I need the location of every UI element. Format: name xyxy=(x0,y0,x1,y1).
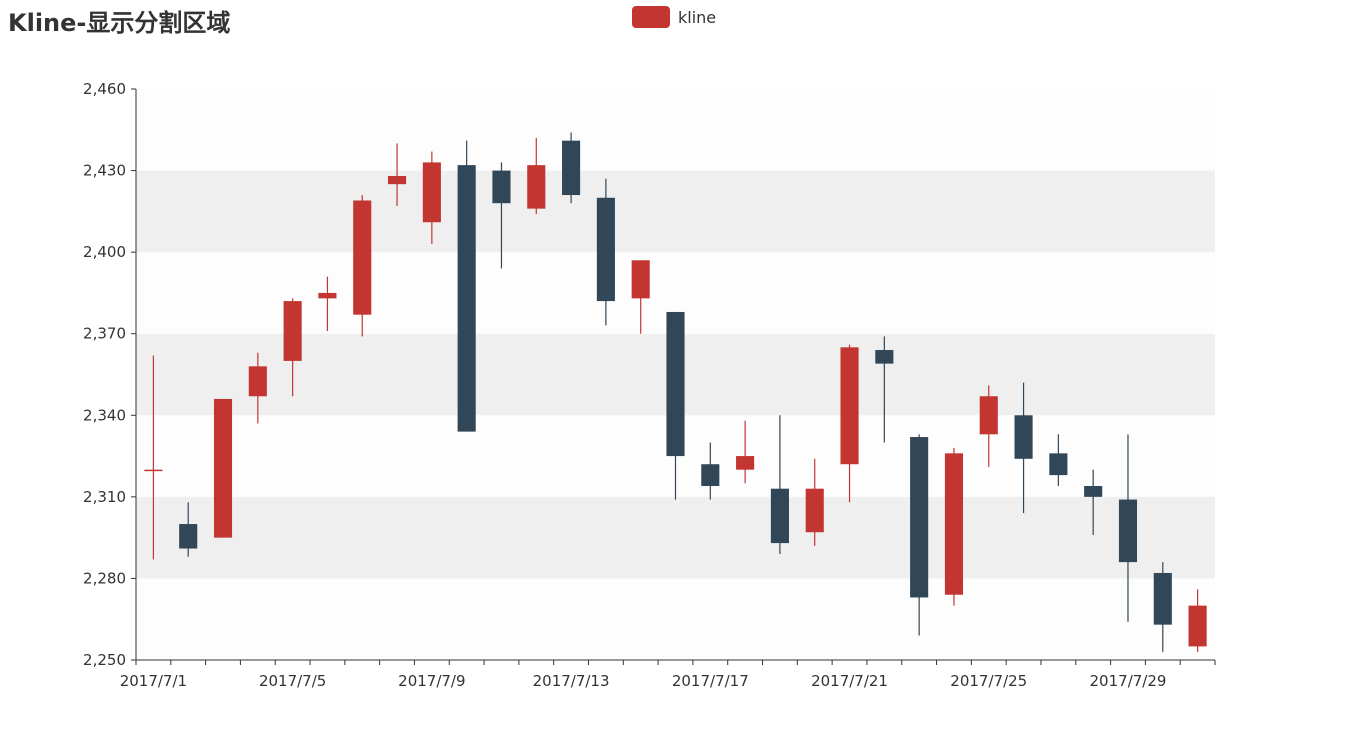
candle xyxy=(248,352,267,424)
candle-body xyxy=(283,301,302,361)
candle xyxy=(1188,589,1207,652)
candle xyxy=(910,434,929,636)
candle-body xyxy=(248,366,267,397)
candle xyxy=(457,140,476,432)
candle xyxy=(1118,434,1138,622)
y-tick-label: 2,340 xyxy=(83,406,126,424)
candle-body xyxy=(910,437,929,598)
candle-body xyxy=(492,170,511,204)
candle xyxy=(527,137,546,215)
candle xyxy=(666,311,685,500)
x-tick-label: 2017/7/5 xyxy=(259,672,326,690)
candle-body xyxy=(805,488,824,533)
candle xyxy=(213,398,233,538)
candle-body xyxy=(318,292,337,299)
candle xyxy=(318,276,337,331)
candle xyxy=(283,298,302,397)
axes: 2,250 2,280 2,310 2,340 2,370 2,400 2,430 2,460… xyxy=(83,80,1216,690)
candle xyxy=(1153,562,1172,652)
y-tick-label: 2,280 xyxy=(83,569,126,587)
split-area-band xyxy=(136,578,1215,660)
candle-body xyxy=(1153,572,1172,625)
x-tick-label: 2017/7/29 xyxy=(1090,672,1167,690)
candle-body xyxy=(1118,499,1138,563)
candle xyxy=(1084,469,1103,535)
x-tick-label: 2017/7/25 xyxy=(950,672,1027,690)
candle-body xyxy=(875,350,894,364)
candle xyxy=(944,447,964,606)
candle-body xyxy=(562,140,581,196)
candle-body xyxy=(1014,415,1033,459)
x-tick-label: 2017/7/1 xyxy=(120,672,187,690)
x-tick-label: 2017/7/21 xyxy=(811,672,888,690)
y-tick-label: 2,370 xyxy=(83,325,126,343)
candle xyxy=(179,502,198,557)
legend[interactable]: kline xyxy=(632,6,716,28)
candle-body xyxy=(1049,453,1068,476)
candle xyxy=(979,385,998,467)
candle xyxy=(144,355,163,560)
candle xyxy=(562,132,581,204)
split-area-band xyxy=(136,89,1215,171)
candle-body xyxy=(666,311,685,457)
candle xyxy=(492,162,511,269)
split-area-band xyxy=(136,496,1215,579)
y-tick-label: 2,250 xyxy=(83,651,126,669)
legend-swatch xyxy=(632,6,670,28)
candle xyxy=(770,415,789,554)
candle-body xyxy=(840,347,859,465)
candle-body xyxy=(213,398,233,538)
x-tick-label: 2017/7/9 xyxy=(398,672,465,690)
legend-label: kline xyxy=(678,7,717,27)
candle xyxy=(422,151,441,244)
candle xyxy=(596,178,615,326)
x-tick-label: 2017/7/17 xyxy=(672,672,749,690)
candle xyxy=(840,344,859,503)
candle-body xyxy=(979,396,998,435)
candle-body xyxy=(701,464,720,486)
candle xyxy=(387,143,407,206)
y-tick-label: 2,460 xyxy=(83,80,126,98)
candle-body xyxy=(179,524,198,549)
y-tick-label: 2,430 xyxy=(83,162,126,180)
candle-body xyxy=(631,260,650,299)
y-tick-label: 2,400 xyxy=(83,243,126,261)
candle-body xyxy=(1188,605,1207,647)
candle-body xyxy=(596,197,615,302)
candle xyxy=(353,195,372,337)
candle xyxy=(631,260,650,334)
candle-body xyxy=(353,200,372,315)
candle-body xyxy=(387,176,407,185)
candle-body xyxy=(1084,485,1103,497)
candle xyxy=(701,442,720,500)
candle-body xyxy=(944,453,964,595)
candle xyxy=(736,420,755,484)
candle xyxy=(875,336,894,443)
candle-body xyxy=(770,488,789,544)
candles xyxy=(144,132,1207,652)
candle-body xyxy=(736,456,755,470)
split-area-band xyxy=(136,170,1215,253)
candle-body xyxy=(457,165,476,432)
candle-body xyxy=(527,165,546,209)
y-tick-label: 2,310 xyxy=(83,488,126,506)
candle xyxy=(1049,434,1068,486)
candle-body xyxy=(144,469,163,472)
x-tick-label: 2017/7/13 xyxy=(533,672,610,690)
candle xyxy=(1014,382,1033,514)
candle xyxy=(805,458,824,546)
chart-title: Kline-显示分割区域 xyxy=(8,9,231,37)
candle-body xyxy=(422,162,441,223)
